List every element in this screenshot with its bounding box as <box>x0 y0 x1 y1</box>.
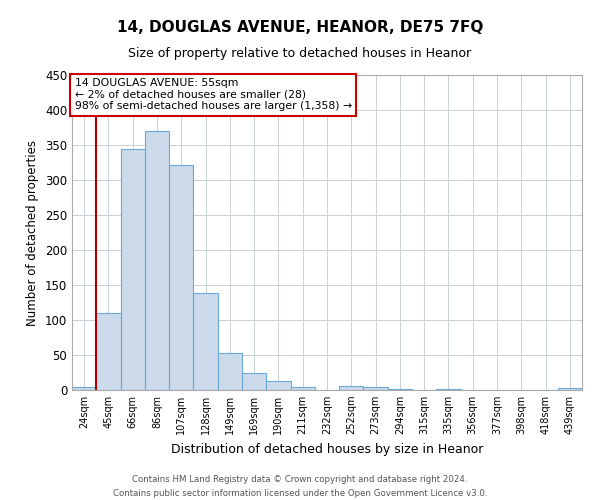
X-axis label: Distribution of detached houses by size in Heanor: Distribution of detached houses by size … <box>171 442 483 456</box>
Text: Contains HM Land Registry data © Crown copyright and database right 2024.
Contai: Contains HM Land Registry data © Crown c… <box>113 476 487 498</box>
Bar <box>121 148 145 390</box>
Bar <box>290 386 315 390</box>
Text: Size of property relative to detached houses in Heanor: Size of property relative to detached ho… <box>128 48 472 60</box>
Bar <box>558 388 582 390</box>
Text: 14, DOUGLAS AVENUE, HEANOR, DE75 7FQ: 14, DOUGLAS AVENUE, HEANOR, DE75 7FQ <box>117 20 483 35</box>
Bar <box>388 388 412 390</box>
Bar <box>242 372 266 390</box>
Bar <box>364 386 388 390</box>
Bar <box>96 313 121 390</box>
Text: 14 DOUGLAS AVENUE: 55sqm
← 2% of detached houses are smaller (28)
98% of semi-de: 14 DOUGLAS AVENUE: 55sqm ← 2% of detache… <box>74 78 352 112</box>
Bar <box>169 164 193 390</box>
Bar <box>145 131 169 390</box>
Bar <box>218 353 242 390</box>
Y-axis label: Number of detached properties: Number of detached properties <box>26 140 40 326</box>
Bar <box>339 386 364 390</box>
Bar <box>266 381 290 390</box>
Bar <box>72 386 96 390</box>
Bar <box>193 294 218 390</box>
